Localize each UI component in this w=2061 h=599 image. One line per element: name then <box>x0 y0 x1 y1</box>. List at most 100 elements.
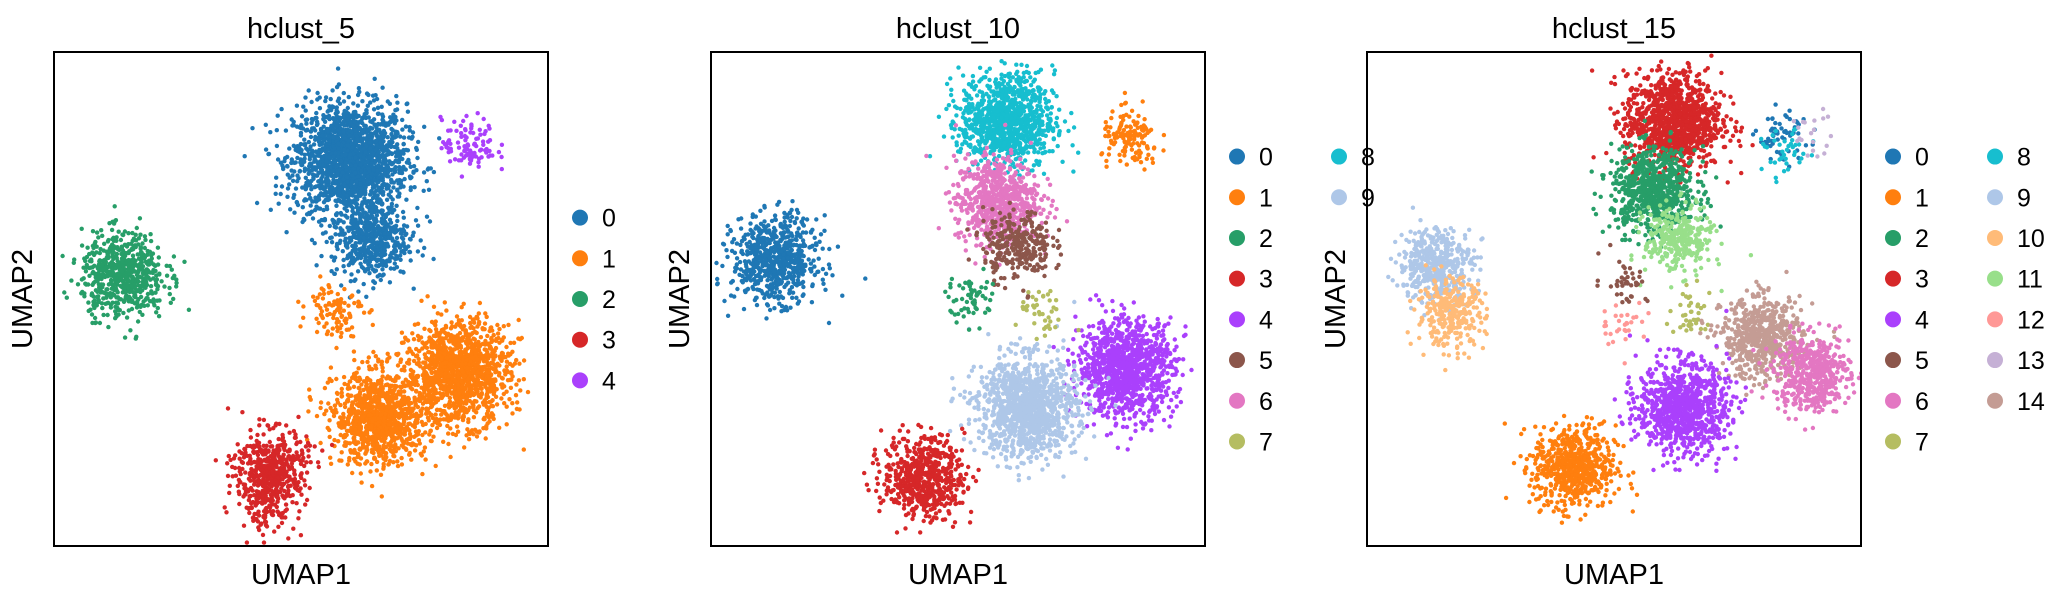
point <box>88 265 93 270</box>
point <box>90 250 95 255</box>
point <box>392 114 397 120</box>
point <box>415 373 421 379</box>
point <box>393 131 399 137</box>
point <box>452 119 457 125</box>
point <box>443 348 448 353</box>
point <box>387 280 393 285</box>
point <box>442 361 448 366</box>
point <box>360 129 366 134</box>
point <box>344 193 349 198</box>
point <box>475 341 481 347</box>
point <box>378 472 384 477</box>
point <box>273 183 279 189</box>
point <box>388 220 394 225</box>
point <box>103 301 108 306</box>
point <box>439 412 444 417</box>
point <box>422 124 427 129</box>
point <box>142 234 148 239</box>
point <box>422 382 428 387</box>
point <box>457 330 463 336</box>
point <box>303 197 308 202</box>
point <box>379 262 384 267</box>
point <box>342 152 348 158</box>
point <box>306 167 311 172</box>
point <box>339 450 344 455</box>
point <box>424 214 430 219</box>
point <box>438 380 443 385</box>
point <box>478 335 484 340</box>
point <box>386 174 391 179</box>
point <box>461 323 467 329</box>
point <box>389 131 394 137</box>
point <box>499 351 505 356</box>
point <box>352 184 357 190</box>
point <box>122 335 128 340</box>
point <box>398 134 403 139</box>
point <box>121 264 126 269</box>
point <box>513 393 519 398</box>
point <box>484 146 489 152</box>
point <box>410 134 415 140</box>
point <box>482 327 487 332</box>
point <box>420 406 425 411</box>
point <box>376 185 381 191</box>
point <box>350 145 355 150</box>
point <box>303 167 308 172</box>
point <box>353 128 358 133</box>
point <box>497 425 502 430</box>
point <box>341 264 346 269</box>
point <box>369 208 374 213</box>
point <box>329 235 334 240</box>
point <box>313 149 319 154</box>
point <box>133 295 138 300</box>
point <box>354 179 359 184</box>
point <box>401 142 406 147</box>
point <box>333 232 338 237</box>
point <box>467 161 473 166</box>
point <box>395 363 401 368</box>
point <box>96 276 102 282</box>
point <box>389 126 394 132</box>
point <box>423 457 428 462</box>
point <box>399 462 405 467</box>
point <box>449 412 454 417</box>
point <box>322 138 327 143</box>
point <box>127 249 132 254</box>
point <box>436 396 441 401</box>
point <box>386 235 391 240</box>
point <box>138 294 144 300</box>
point <box>69 278 74 283</box>
point <box>292 210 297 215</box>
point <box>361 235 366 241</box>
point <box>118 283 123 289</box>
point <box>126 295 131 300</box>
point <box>405 338 411 343</box>
point <box>496 373 502 378</box>
point <box>461 118 466 124</box>
point <box>395 463 401 469</box>
point <box>446 150 451 155</box>
point <box>484 314 489 320</box>
point <box>164 273 170 278</box>
point <box>420 253 425 258</box>
point <box>443 336 448 341</box>
point <box>412 448 418 453</box>
point <box>133 336 138 341</box>
point <box>276 201 281 206</box>
point <box>359 168 364 174</box>
point <box>393 256 398 262</box>
point <box>324 408 329 413</box>
point <box>297 169 302 174</box>
point <box>415 155 420 161</box>
point <box>398 168 403 174</box>
point <box>419 298 424 303</box>
point <box>525 389 531 395</box>
point <box>360 207 365 212</box>
point <box>462 445 467 450</box>
point <box>430 415 436 421</box>
point <box>508 340 513 346</box>
point <box>489 403 494 409</box>
point <box>407 249 413 255</box>
point <box>472 150 477 156</box>
point <box>420 432 425 438</box>
